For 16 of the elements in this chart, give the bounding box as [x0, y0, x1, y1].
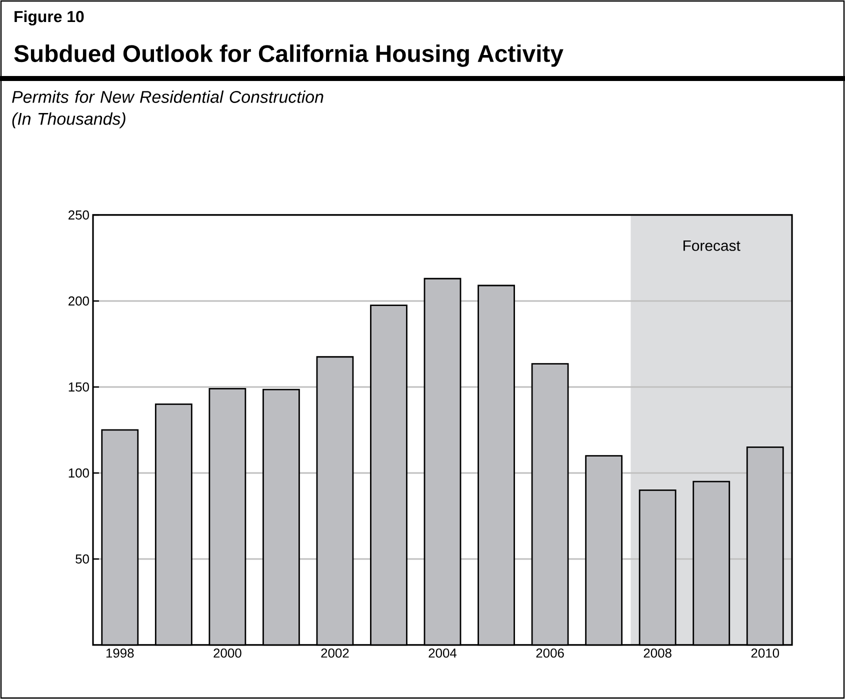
chart-title: Subdued Outlook for California Housing Activity — [14, 44, 564, 67]
y-tick-label: 150 — [68, 382, 89, 392]
x-tick-label: 2002 — [321, 648, 349, 658]
chart-subtitle: Permits for New Residential Construction (In Thousands) — [12, 90, 324, 128]
x-tick-label: 2004 — [428, 648, 457, 658]
caption: Figure 10 — [14, 10, 84, 26]
band-label: Forecast — [684, 240, 740, 251]
x-tick-label: 2008 — [644, 648, 672, 658]
y-tick-label: 200 — [68, 296, 89, 306]
x-tick-label: 2000 — [214, 648, 242, 658]
y-tick-label: 100 — [68, 468, 89, 478]
y-tick-label: 250 — [68, 210, 89, 220]
x-tick-label: 2010 — [751, 648, 780, 658]
x-tick-label: 1998 — [106, 648, 134, 658]
y-tick-label: 50 — [76, 554, 89, 564]
x-tick-label: 2006 — [536, 648, 564, 658]
